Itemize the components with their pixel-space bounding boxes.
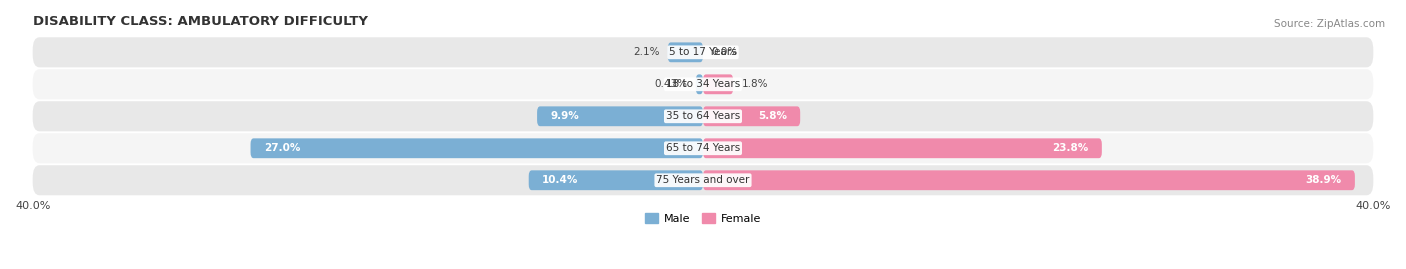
Text: 1.8%: 1.8% <box>741 79 768 89</box>
Text: DISABILITY CLASS: AMBULATORY DIFFICULTY: DISABILITY CLASS: AMBULATORY DIFFICULTY <box>32 15 368 28</box>
Legend: Male, Female: Male, Female <box>641 208 765 228</box>
FancyBboxPatch shape <box>32 69 1374 99</box>
Text: 5 to 17 Years: 5 to 17 Years <box>669 47 737 57</box>
Text: Source: ZipAtlas.com: Source: ZipAtlas.com <box>1274 19 1385 29</box>
Text: 0.43%: 0.43% <box>654 79 688 89</box>
Text: 5.8%: 5.8% <box>758 111 787 121</box>
FancyBboxPatch shape <box>703 138 1102 158</box>
Text: 2.1%: 2.1% <box>633 47 659 57</box>
Text: 0.0%: 0.0% <box>711 47 738 57</box>
FancyBboxPatch shape <box>703 170 1355 190</box>
Text: 65 to 74 Years: 65 to 74 Years <box>666 143 740 153</box>
FancyBboxPatch shape <box>696 75 703 94</box>
FancyBboxPatch shape <box>32 101 1374 131</box>
Text: 75 Years and over: 75 Years and over <box>657 175 749 185</box>
Text: 18 to 34 Years: 18 to 34 Years <box>666 79 740 89</box>
FancyBboxPatch shape <box>703 106 800 126</box>
Text: 10.4%: 10.4% <box>543 175 578 185</box>
Text: 9.9%: 9.9% <box>551 111 579 121</box>
FancyBboxPatch shape <box>32 37 1374 67</box>
FancyBboxPatch shape <box>668 43 703 62</box>
Text: 27.0%: 27.0% <box>264 143 301 153</box>
FancyBboxPatch shape <box>32 133 1374 163</box>
FancyBboxPatch shape <box>32 165 1374 195</box>
Text: 23.8%: 23.8% <box>1052 143 1088 153</box>
FancyBboxPatch shape <box>703 75 733 94</box>
FancyBboxPatch shape <box>529 170 703 190</box>
Text: 35 to 64 Years: 35 to 64 Years <box>666 111 740 121</box>
FancyBboxPatch shape <box>537 106 703 126</box>
Text: 38.9%: 38.9% <box>1305 175 1341 185</box>
FancyBboxPatch shape <box>250 138 703 158</box>
